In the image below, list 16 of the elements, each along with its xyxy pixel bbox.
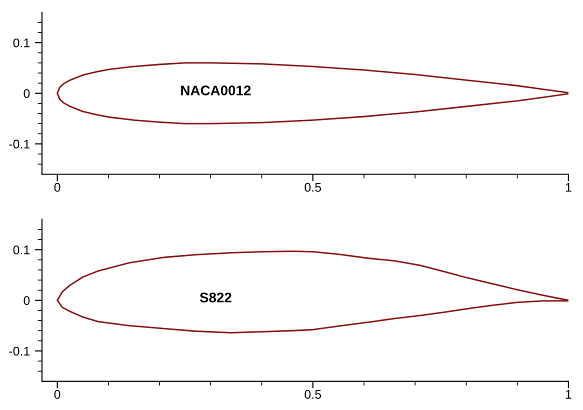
x-tick-label: 0.5 [304, 390, 322, 399]
x-tick-label: 0 [54, 182, 60, 192]
y-tick-label: 0.1 [13, 38, 30, 48]
y-tick-label: -0.1 [9, 346, 30, 356]
annotation: NACA0012 [181, 86, 251, 96]
line-series [56, 250, 568, 334]
x-tick-label: 1 [566, 390, 572, 399]
y-tick-label: -0.1 [9, 140, 30, 149]
x-tick-label: 0 [54, 390, 60, 399]
x-tick-label: 0.5 [304, 182, 322, 192]
x-tick-label: 1 [566, 183, 572, 192]
annotation: S822 [200, 292, 232, 302]
line-series [56, 62, 568, 124]
y-tick-label: 0 [24, 89, 30, 98]
y-tick-label: 0.1 [13, 246, 30, 254]
y-tick-label: 0 [24, 296, 30, 305]
